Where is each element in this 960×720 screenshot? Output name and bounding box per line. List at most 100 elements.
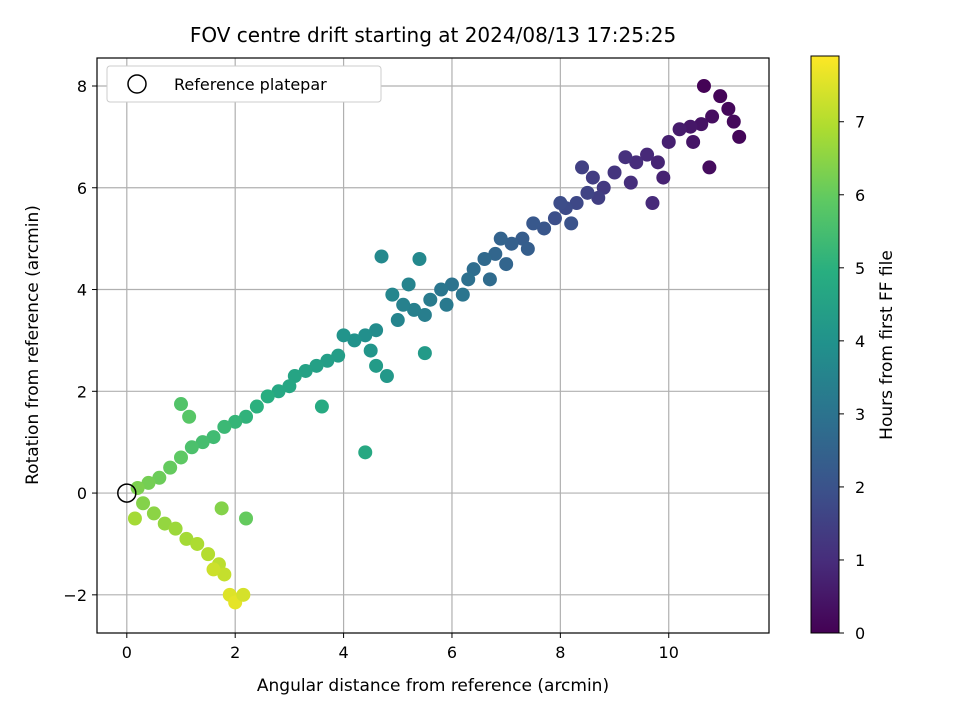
data-point — [152, 470, 167, 485]
data-point — [401, 277, 416, 292]
data-point — [702, 160, 717, 175]
colorbar-tick-label: 2 — [855, 478, 865, 497]
data-point — [282, 379, 297, 394]
data-point — [439, 297, 454, 312]
data-point — [580, 185, 595, 200]
data-point — [591, 190, 606, 205]
data-point — [239, 511, 254, 526]
colorbar-tick-label: 4 — [855, 332, 865, 351]
colorbar-tick-label: 3 — [855, 405, 865, 424]
y-axis-label: Rotation from reference (arcmin) — [23, 205, 43, 485]
data-point — [696, 78, 711, 93]
data-point — [575, 160, 590, 175]
data-point — [732, 129, 747, 144]
colorbar-tick-label: 1 — [855, 551, 865, 570]
data-point — [499, 257, 514, 272]
data-point — [705, 109, 720, 124]
x-axis-ticks: 0 2 4 6 8 10 — [122, 633, 679, 662]
data-point — [650, 155, 665, 170]
data-point — [182, 409, 197, 424]
data-point — [564, 216, 579, 231]
data-point — [683, 119, 698, 134]
legend-label: Reference platepar — [174, 75, 327, 94]
data-point — [157, 516, 172, 531]
x-tick-label: 0 — [122, 643, 132, 662]
data-point — [168, 521, 183, 536]
x-tick-label: 8 — [555, 643, 565, 662]
data-point — [461, 272, 476, 287]
data-point — [195, 435, 210, 450]
data-point — [629, 155, 644, 170]
data-point — [553, 196, 568, 211]
data-point — [260, 389, 275, 404]
colorbar-tick-label: 0 — [855, 624, 865, 643]
data-point — [645, 196, 660, 211]
data-point — [537, 221, 552, 236]
data-point — [686, 134, 701, 149]
data-point — [661, 134, 676, 149]
plot-frame — [96, 57, 770, 634]
data-points — [127, 78, 747, 610]
data-point — [417, 346, 432, 361]
data-point — [314, 399, 329, 414]
data-point — [455, 287, 470, 302]
y-tick-label: −2 — [63, 586, 87, 605]
data-point — [493, 231, 508, 246]
data-point — [179, 531, 194, 546]
x-tick-label: 6 — [447, 643, 457, 662]
data-point — [672, 122, 687, 137]
data-point — [396, 297, 411, 312]
data-point — [141, 475, 156, 490]
data-point — [607, 165, 622, 180]
data-point — [520, 241, 535, 256]
data-point — [363, 343, 378, 358]
data-point — [623, 175, 638, 190]
data-point — [385, 287, 400, 302]
data-point — [309, 358, 324, 373]
data-point — [298, 363, 313, 378]
data-point — [412, 251, 427, 266]
data-point — [721, 101, 736, 116]
data-point — [390, 313, 405, 328]
data-point — [407, 302, 422, 317]
data-point — [585, 170, 600, 185]
data-point — [379, 369, 394, 384]
data-point — [271, 384, 286, 399]
y-tick-label: 6 — [77, 179, 87, 198]
data-point — [174, 450, 188, 465]
x-tick-label: 2 — [230, 643, 240, 662]
y-axis-ticks: −2 0 2 4 6 8 — [63, 77, 97, 605]
data-point — [618, 150, 633, 165]
data-point — [217, 419, 232, 434]
x-tick-label: 10 — [659, 643, 679, 662]
data-point — [201, 547, 216, 562]
colorbar-ticks: 0 1 2 3 4 5 6 7 — [839, 113, 865, 643]
x-tick-label: 4 — [338, 643, 348, 662]
legend-marker-open-circle — [127, 74, 147, 94]
x-axis-label: Angular distance from reference (arcmin) — [257, 676, 609, 696]
data-point — [423, 292, 438, 307]
data-point — [656, 170, 671, 185]
data-point — [358, 445, 373, 460]
data-point — [320, 353, 335, 368]
y-tick-label: 4 — [77, 281, 87, 300]
y-tick-label: 8 — [77, 77, 87, 96]
data-point — [184, 440, 199, 455]
data-point — [640, 147, 655, 162]
legend-box — [106, 65, 382, 103]
data-point — [417, 307, 432, 322]
data-point — [236, 587, 251, 602]
data-point — [239, 409, 254, 424]
colorbar-tick-label: 5 — [855, 259, 865, 278]
legend: Reference platepar — [106, 65, 382, 103]
data-point — [331, 348, 346, 363]
y-tick-label: 0 — [77, 484, 87, 503]
data-point — [726, 114, 741, 129]
data-point — [482, 272, 497, 287]
data-point — [488, 246, 503, 261]
data-point — [444, 277, 459, 292]
data-point — [206, 430, 221, 445]
data-point — [694, 117, 709, 132]
data-point — [217, 567, 232, 582]
